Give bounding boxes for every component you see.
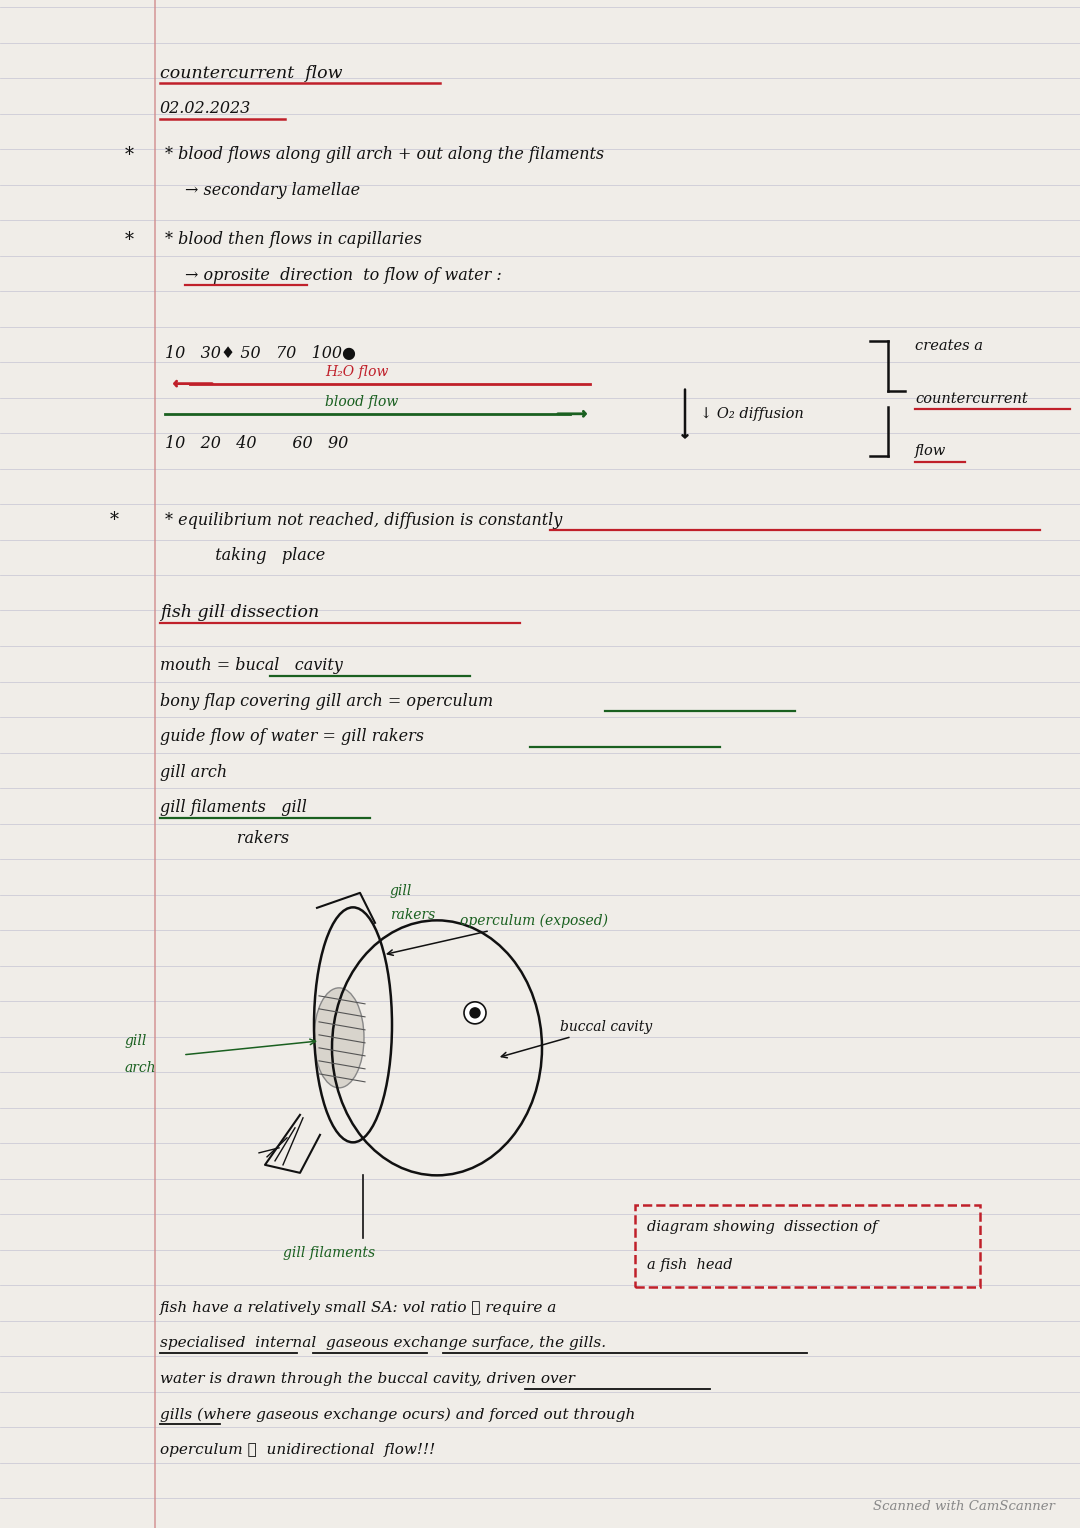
Text: diagram showing  dissection of: diagram showing dissection of (647, 1219, 877, 1233)
Text: * blood then flows in capillaries: * blood then flows in capillaries (165, 231, 422, 249)
Text: 10   20   40       60   90: 10 20 40 60 90 (165, 435, 348, 452)
Ellipse shape (470, 1008, 480, 1018)
Text: *: * (110, 512, 119, 529)
Text: flow: flow (915, 445, 946, 458)
Text: *: * (125, 145, 134, 163)
Text: operculum ∴  unidirectional  flow!!!: operculum ∴ unidirectional flow!!! (160, 1442, 435, 1456)
Text: gill: gill (125, 1034, 147, 1048)
Text: * equilibrium not reached, diffusion is constantly: * equilibrium not reached, diffusion is … (165, 512, 563, 529)
Text: gill arch: gill arch (160, 764, 227, 781)
Text: Scanned with CamScanner: Scanned with CamScanner (873, 1499, 1055, 1513)
Text: countercurrent: countercurrent (915, 391, 1028, 406)
Text: H₂O flow: H₂O flow (325, 365, 389, 379)
Text: 02.02.2023: 02.02.2023 (160, 99, 252, 118)
Ellipse shape (314, 987, 364, 1088)
Text: → oprosite  direction  to flow of water :: → oprosite direction to flow of water : (185, 267, 502, 284)
Text: operculum (exposed): operculum (exposed) (388, 914, 608, 955)
Text: → secondary lamellae: → secondary lamellae (185, 182, 360, 199)
Text: arch: arch (125, 1060, 157, 1074)
Text: gill: gill (390, 883, 413, 898)
Text: mouth = bucal   cavity: mouth = bucal cavity (160, 657, 342, 674)
Text: guide flow of water = gill rakers: guide flow of water = gill rakers (160, 729, 424, 746)
Text: countercurrent  flow: countercurrent flow (160, 64, 342, 81)
Text: water is drawn through the buccal cavity, driven over: water is drawn through the buccal cavity… (160, 1372, 575, 1386)
Text: a fish  head: a fish head (647, 1258, 732, 1271)
Text: ↓ O₂ diffusion: ↓ O₂ diffusion (700, 408, 804, 422)
Text: bony flap covering gill arch = operculum: bony flap covering gill arch = operculum (160, 692, 494, 711)
Text: gill filaments   gill: gill filaments gill (160, 799, 307, 816)
Text: taking   place: taking place (205, 547, 325, 564)
Text: rakers: rakers (160, 830, 289, 847)
Text: buccal cavity: buccal cavity (501, 1019, 652, 1057)
Text: fish have a relatively small SA: vol ratio ∴ require a: fish have a relatively small SA: vol rat… (160, 1300, 557, 1316)
Text: creates a: creates a (915, 339, 983, 353)
Text: fish gill dissection: fish gill dissection (160, 604, 320, 620)
Text: * blood flows along gill arch + out along the filaments: * blood flows along gill arch + out alon… (165, 147, 604, 163)
Text: rakers: rakers (390, 908, 435, 921)
Text: gill filaments: gill filaments (283, 1245, 375, 1261)
Text: gills (where gaseous exchange ocurs) and forced out through: gills (where gaseous exchange ocurs) and… (160, 1407, 635, 1421)
Ellipse shape (464, 1002, 486, 1024)
Text: blood flow: blood flow (325, 394, 399, 410)
Text: specialised  internal  gaseous exchange surface, the gills.: specialised internal gaseous exchange su… (160, 1337, 606, 1351)
Text: 10   30♦ 50   70   100●: 10 30♦ 50 70 100● (165, 345, 356, 362)
Text: *: * (125, 231, 134, 249)
